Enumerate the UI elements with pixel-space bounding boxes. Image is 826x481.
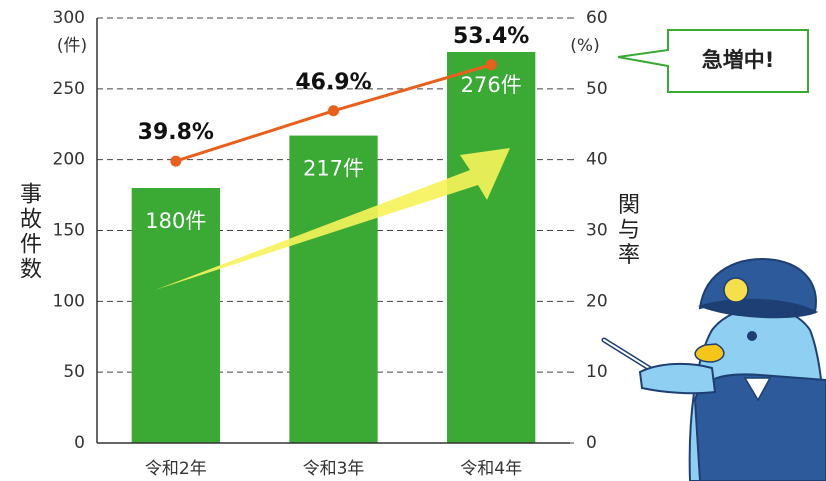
mascot-eye xyxy=(747,331,757,341)
mascot-collar xyxy=(743,377,772,402)
y2-tick-label: 30 xyxy=(586,221,608,241)
line-point xyxy=(485,59,497,71)
y-tick-label: 50 xyxy=(63,362,85,382)
y-tick-label: 150 xyxy=(53,221,85,241)
trend-arrow xyxy=(155,148,510,290)
y-tick-label: 0 xyxy=(74,433,85,453)
x-tick-label: 令和3年 xyxy=(303,459,365,479)
y2-axis-label: 関与率 xyxy=(614,193,639,268)
y2-unit: (%) xyxy=(570,36,599,56)
y2-tick-label: 20 xyxy=(586,291,608,311)
bar xyxy=(447,52,536,443)
line-point xyxy=(170,155,182,167)
bar xyxy=(289,135,378,444)
bar-value-label: 217件 xyxy=(303,157,364,181)
y2-tick-label: 40 xyxy=(586,150,608,170)
annotation: 急増中! xyxy=(702,48,775,72)
line-value-label: 39.8% xyxy=(138,120,214,145)
y-axis-label: 事故件数 xyxy=(16,182,42,282)
bar-value-label: 276件 xyxy=(461,73,522,97)
y-tick-label: 200 xyxy=(53,150,85,170)
y-tick-label: 250 xyxy=(53,79,85,99)
y-tick-label: 100 xyxy=(53,291,85,311)
x-tick-label: 令和4年 xyxy=(460,459,522,479)
line-value-label: 46.9% xyxy=(295,70,371,95)
y-unit: (件) xyxy=(57,36,87,56)
mascot-cap-brim xyxy=(698,298,818,319)
line-value-label: 53.4% xyxy=(453,24,529,49)
y2-tick-label: 60 xyxy=(586,8,608,28)
mascot-arm xyxy=(638,362,717,395)
mascot xyxy=(601,258,826,481)
mascot-beak xyxy=(694,343,725,363)
line-point xyxy=(328,105,339,117)
y2-tick-label: 50 xyxy=(586,79,608,99)
plot-area: 0 50 100 150 200 250 300 0 10 20 30 40 50 60 令和2年 令和3年 令… xyxy=(53,8,608,479)
y2-tick-label: 10 xyxy=(586,362,608,382)
x-tick-label: 令和2年 xyxy=(145,459,207,479)
y2-tick-label: 0 xyxy=(586,433,597,453)
bar-value-label: 180件 xyxy=(145,209,206,233)
callout-box xyxy=(617,29,809,93)
mascot-badge xyxy=(723,277,749,303)
y-tick-label: 300 xyxy=(53,8,85,28)
bar xyxy=(131,188,220,443)
callout: 急増中! xyxy=(617,29,809,93)
